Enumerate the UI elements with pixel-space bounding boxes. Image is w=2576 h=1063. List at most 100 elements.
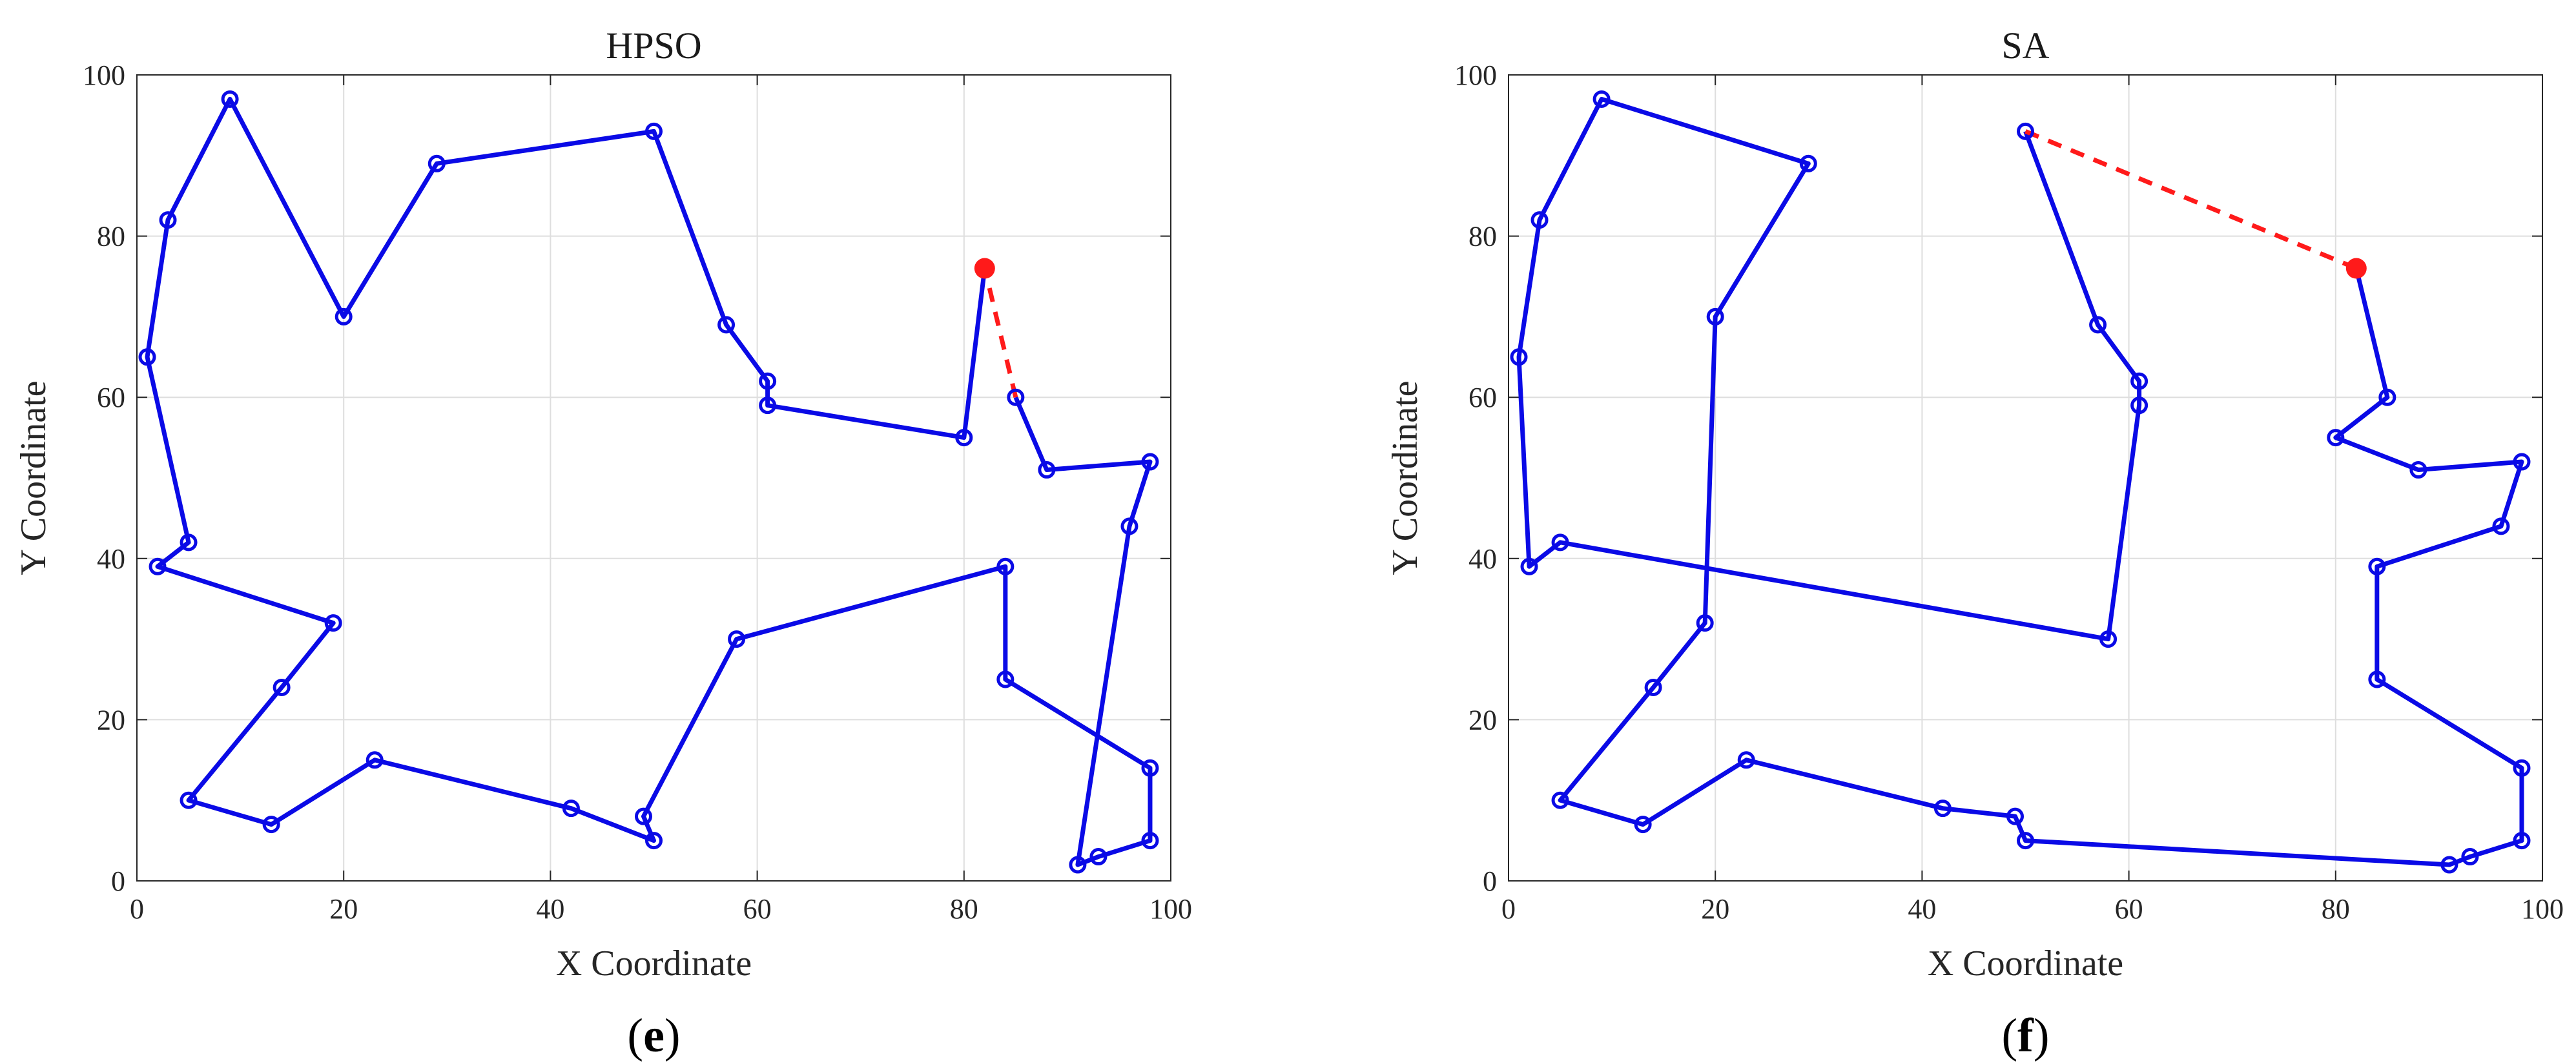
- x-axis-label: X Coordinate: [556, 944, 752, 984]
- route-point: [180, 533, 198, 552]
- route-point: [2513, 832, 2531, 850]
- panel-label-close-paren: ): [2034, 1009, 2050, 1062]
- route-point: [2130, 397, 2148, 415]
- panel-label: (f): [2002, 1009, 2050, 1062]
- route-point: [717, 316, 736, 334]
- route-point: [2017, 122, 2034, 140]
- x-axis-label: X Coordinate: [1928, 944, 2123, 984]
- route-point: [759, 397, 777, 415]
- y-tick-label: 40: [97, 543, 125, 575]
- route-point: [1038, 461, 1056, 479]
- depot-point: [2345, 258, 2367, 279]
- route-point: [2513, 453, 2531, 471]
- y-tick-label: 60: [1468, 382, 1497, 413]
- route-point: [2461, 848, 2479, 866]
- route-point: [1551, 533, 1569, 552]
- route-point: [1141, 759, 1159, 777]
- x-tick-label: 100: [1149, 893, 1192, 925]
- route-point: [1592, 90, 1611, 108]
- route-point: [1089, 848, 1108, 866]
- route-point: [634, 807, 652, 825]
- y-tick-label: 80: [97, 221, 125, 253]
- route-point: [149, 557, 167, 575]
- panel-label-open-paren: (: [2002, 1009, 2018, 1062]
- route-point: [2017, 832, 2034, 850]
- route-point: [335, 307, 353, 325]
- y-tick-label: 80: [1468, 221, 1497, 253]
- return-segment: [2025, 129, 2358, 271]
- route-point: [1706, 307, 1724, 325]
- panel-label-open-paren: (: [627, 1009, 643, 1062]
- panel-label-letter: f: [2017, 1009, 2034, 1062]
- x-tick-label: 0: [130, 893, 144, 925]
- route-point: [1141, 832, 1159, 850]
- route-point: [2006, 807, 2024, 825]
- y-axis-label: Y Coordinate: [14, 380, 54, 575]
- route-point: [1510, 348, 1528, 366]
- y-tick-label: 40: [1468, 543, 1497, 575]
- y-tick-label: 20: [1468, 704, 1497, 736]
- chart-panel-e: 0 20 40 60 80 100 0 20 40 60 80 100 HPSO X Coordinate…: [14, 25, 1192, 1062]
- route-point: [1141, 453, 1159, 471]
- route-point: [324, 614, 342, 632]
- x-tick-label: 0: [1501, 893, 1516, 925]
- route-point: [2492, 517, 2510, 535]
- route-line: [1516, 96, 2524, 867]
- route-point: [1069, 856, 1087, 874]
- panel-label-letter: e: [643, 1009, 665, 1062]
- route-point: [2368, 670, 2386, 688]
- route-point: [996, 557, 1015, 575]
- route-point: [645, 122, 663, 140]
- y-tick-label: 20: [97, 704, 125, 736]
- y-tick-label: 100: [83, 59, 125, 91]
- y-tick-label: 100: [1454, 59, 1497, 91]
- y-tick-label: 0: [111, 865, 125, 897]
- route-point: [138, 348, 156, 366]
- panel-label: (e): [627, 1009, 680, 1062]
- x-tick-label: 20: [329, 893, 358, 925]
- route-point: [1644, 678, 1662, 696]
- x-tick-label: 100: [2521, 893, 2564, 925]
- x-tick-label: 60: [743, 893, 772, 925]
- route-point: [2089, 316, 2107, 334]
- route-point: [262, 816, 280, 834]
- route-point: [180, 791, 198, 809]
- return-segment: [982, 267, 1018, 398]
- chart-title: HPSO: [606, 25, 701, 67]
- route-point: [955, 429, 973, 447]
- y-tick-label: 0: [1483, 865, 1497, 897]
- route-point: [1520, 557, 1538, 575]
- x-tick-label: 40: [536, 893, 564, 925]
- route-point: [2368, 557, 2386, 575]
- route-point: [2409, 461, 2427, 479]
- route-point: [1120, 517, 1139, 535]
- route-point: [1007, 388, 1025, 406]
- route-point: [1799, 154, 1817, 172]
- route-point: [2130, 372, 2148, 390]
- y-tick-label: 60: [97, 382, 125, 413]
- route-point: [366, 751, 384, 769]
- route-point: [2513, 759, 2531, 777]
- x-tick-label: 40: [1908, 893, 1936, 925]
- route-point: [1530, 211, 1549, 229]
- route-point: [1696, 614, 1714, 632]
- depot-point: [974, 258, 995, 279]
- y-axis-label: Y Coordinate: [1385, 380, 1425, 575]
- route-point: [1634, 816, 1652, 834]
- route-point: [759, 372, 777, 390]
- route-point: [221, 90, 239, 108]
- x-tick-label: 20: [1701, 893, 1729, 925]
- route-point: [645, 832, 663, 850]
- chart-panel-f: 0 20 40 60 80 100 0 20 40 60 80 100 SA X Coordinate Y …: [1385, 25, 2564, 1062]
- route-point: [428, 154, 446, 172]
- route-point: [1551, 791, 1569, 809]
- route-point: [2440, 856, 2458, 874]
- route-point: [2327, 429, 2345, 447]
- plot-frame: [136, 74, 1171, 882]
- plot-frame: [1508, 74, 2543, 882]
- route-line: [145, 96, 1153, 867]
- route-point: [2378, 388, 2396, 406]
- route-point: [273, 678, 291, 696]
- chart-title: SA: [2001, 25, 2049, 67]
